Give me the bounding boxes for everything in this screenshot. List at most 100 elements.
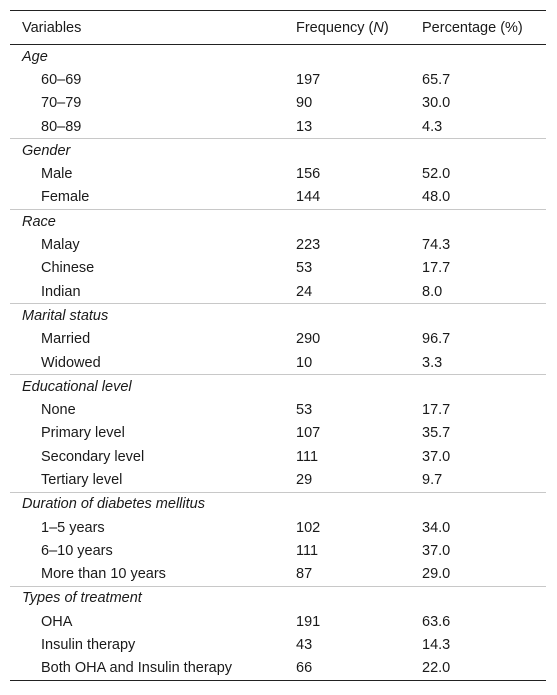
row-percentage-cell: 17.7	[422, 402, 451, 419]
row-frequency-cell: 102	[296, 519, 321, 536]
row-name-cell: Indian	[41, 283, 81, 300]
row-name-cell: Tertiary level	[41, 471, 123, 488]
table-row: 1–5 years 102 34.0	[10, 516, 546, 539]
table-header: Variables Frequency (N) Percentage (%)	[10, 10, 546, 45]
row-name-cell: Malay	[41, 237, 80, 254]
row-frequency-cell: 223	[296, 237, 321, 254]
header-percentage: Percentage (%)	[422, 19, 523, 36]
demographics-table: Variables Frequency (N) Percentage (%) A…	[10, 10, 546, 681]
row-name-cell: 70–79	[41, 95, 82, 112]
row-name-cell: 6–10 years	[41, 542, 113, 559]
group-row: Race	[10, 209, 546, 234]
row-frequency-cell: 10	[296, 354, 313, 371]
group-label: Race	[10, 209, 546, 234]
row-percentage-cell: 17.7	[422, 260, 451, 277]
table-row: Insulin therapy 43 14.3	[10, 633, 546, 656]
row-name-cell: 80–89	[41, 118, 82, 135]
group-row: Age	[10, 45, 546, 69]
row-frequency-cell: 156	[296, 166, 321, 183]
row-percentage-cell: 48.0	[422, 189, 451, 206]
table-row: Tertiary level 29 9.7	[10, 468, 546, 492]
group-label: Age	[22, 48, 48, 65]
row-frequency-cell: 24	[296, 283, 313, 300]
table-body: Age 60–69 197 65.7 70–79 90 30.0 80–89 13 4.3 Gend…	[10, 45, 546, 681]
header-frequency-n: N	[373, 19, 384, 36]
row-percentage-cell: 3.3	[422, 354, 443, 371]
header-frequency: Frequency (N)	[296, 11, 422, 45]
row-frequency-cell: 43	[296, 637, 313, 654]
table-row: Widowed 10 3.3	[10, 351, 546, 375]
table-row: Malay 223 74.3	[10, 233, 546, 256]
header-frequency-prefix: Frequency (	[296, 19, 374, 36]
row-name-cell: Primary level	[41, 425, 125, 442]
row-name-cell: More than 10 years	[41, 566, 166, 583]
header-frequency-suffix: )	[383, 19, 389, 36]
group-row: Marital status	[10, 303, 546, 328]
row-name-cell: Both OHA and Insulin therapy	[41, 660, 233, 677]
table-row: Secondary level 111 37.0	[10, 445, 546, 468]
row-percentage-cell: 4.3	[422, 118, 443, 135]
row-percentage-cell: 37.0	[422, 542, 451, 559]
row-name-cell: Secondary level	[41, 448, 145, 465]
group-label: Marital status	[10, 303, 546, 328]
group-label: Types of treatment	[10, 585, 546, 611]
table-row: OHA 191 63.6	[10, 610, 546, 633]
table-row: 6–10 years 111 37.0	[10, 539, 546, 562]
table-row: Primary level 107 35.7	[10, 422, 546, 445]
table-row: Male 156 52.0	[10, 162, 546, 185]
row-name-cell: Insulin therapy	[41, 637, 136, 654]
table-row: Indian 24 8.0	[10, 280, 546, 304]
group-row: Duration of diabetes mellitus	[10, 491, 546, 516]
row-frequency-cell: 111	[296, 448, 319, 465]
row-percentage-cell: 9.7	[422, 471, 443, 488]
table-row: More than 10 years 87 29.0	[10, 563, 546, 587]
row-name-cell: OHA	[41, 613, 73, 630]
table-row: Chinese 53 17.7	[10, 257, 546, 280]
row-name-cell: 1–5 years	[41, 519, 105, 536]
table-row: 60–69 197 65.7	[10, 68, 546, 91]
row-name-cell: None	[41, 402, 76, 419]
row-frequency-cell: 13	[296, 118, 313, 135]
row-frequency-cell: 197	[296, 71, 321, 88]
row-frequency-cell: 111	[296, 542, 319, 559]
table-row: 80–89 13 4.3	[10, 115, 546, 139]
row-percentage-cell: 63.6	[422, 613, 451, 630]
row-percentage-cell: 29.0	[422, 566, 451, 583]
row-frequency-cell: 29	[296, 471, 313, 488]
row-name-cell: Male	[41, 166, 73, 183]
table-row: Married 290 96.7	[10, 328, 546, 351]
row-frequency-cell: 53	[296, 402, 313, 419]
row-percentage-cell: 96.7	[422, 331, 451, 348]
row-percentage-cell: 37.0	[422, 448, 451, 465]
row-name-cell: Widowed	[41, 354, 101, 371]
row-percentage-cell: 22.0	[422, 660, 451, 677]
row-percentage-cell: 74.3	[422, 237, 451, 254]
row-frequency-cell: 66	[296, 660, 313, 677]
row-frequency-cell: 191	[296, 613, 321, 630]
row-frequency-cell: 107	[296, 425, 321, 442]
row-frequency-cell: 90	[296, 95, 313, 112]
row-percentage-cell: 8.0	[422, 283, 443, 300]
group-label: Duration of diabetes mellitus	[10, 491, 546, 516]
row-name-cell: Chinese	[41, 260, 95, 277]
group-row: Gender	[10, 138, 546, 163]
table-row: Both OHA and Insulin therapy 66 22.0	[10, 657, 546, 681]
demographics-table-container: Variables Frequency (N) Percentage (%) A…	[10, 10, 546, 681]
row-name-cell: 60–69	[41, 71, 82, 88]
row-frequency-cell: 144	[296, 189, 321, 206]
table-row: None 53 17.7	[10, 398, 546, 421]
row-frequency-cell: 290	[296, 331, 321, 348]
row-frequency-cell: 53	[296, 260, 313, 277]
group-label: Gender	[10, 138, 546, 163]
row-percentage-cell: 52.0	[422, 166, 451, 183]
header-row: Variables Frequency (N) Percentage (%)	[10, 10, 546, 45]
group-row: Educational level	[10, 374, 546, 399]
row-percentage-cell: 65.7	[422, 71, 451, 88]
table-row: Female 144 48.0	[10, 186, 546, 210]
row-name-cell: Married	[41, 331, 91, 348]
row-percentage-cell: 30.0	[422, 95, 451, 112]
row-frequency-cell: 87	[296, 566, 313, 583]
group-label: Educational level	[10, 374, 546, 399]
table-row: 70–79 90 30.0	[10, 92, 546, 115]
group-row: Types of treatment	[10, 585, 546, 611]
